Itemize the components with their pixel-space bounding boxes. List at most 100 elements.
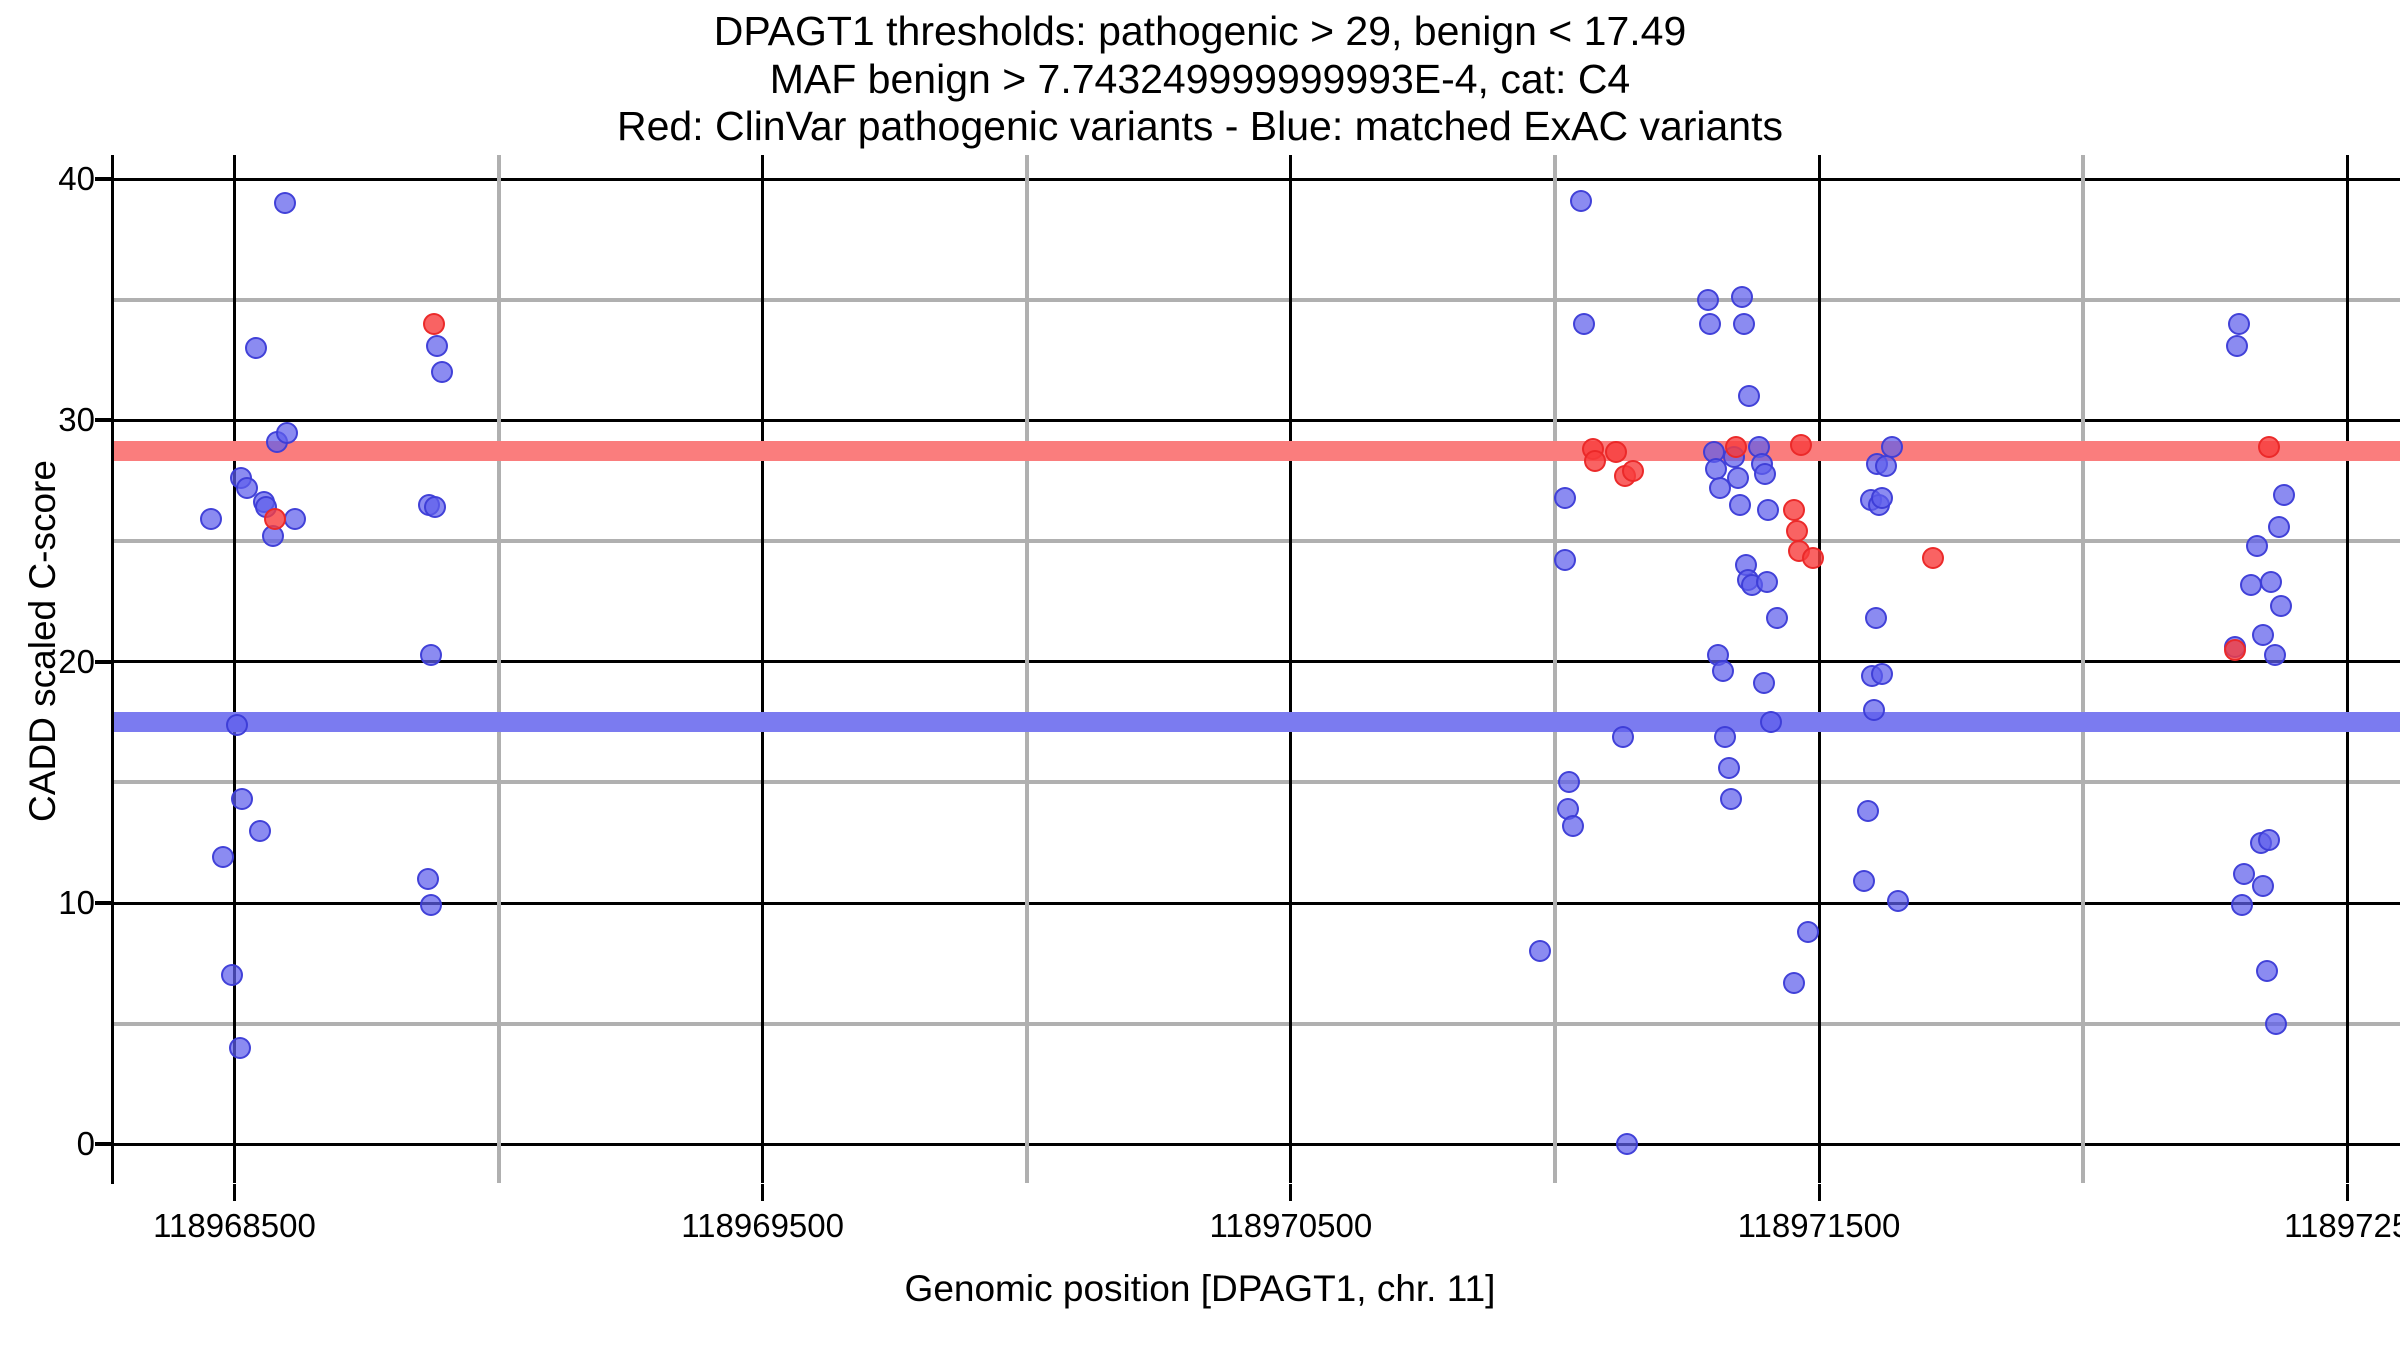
data-point-exac [1731,286,1754,309]
y-axis-tick-mark [95,659,113,664]
data-point-exac [1754,462,1777,485]
data-point-exac [1738,385,1761,408]
data-point-exac [2269,595,2292,618]
data-point-exac [236,477,259,499]
data-point-exac [1797,921,1820,944]
gridline-major-horizontal [113,1142,2400,1146]
data-point-pathogenic [1789,433,1812,456]
y-axis-tick-mark [95,177,113,182]
gridline-minor-vertical [2081,155,2086,1183]
y-axis-tick-mark [95,418,113,423]
data-point-exac [231,788,254,811]
data-point-exac [2230,894,2253,917]
chart-title: DPAGT1 thresholds: pathogenic > 29, beni… [0,8,2400,151]
data-point-exac [419,643,442,666]
x-axis-tick-label: 118970500 [1209,1207,1373,1244]
y-axis-tick-label: 20 [58,642,95,680]
x-axis-tick-label: 118971500 [1737,1207,1901,1244]
x-axis-label: Genomic position [DPAGT1, chr. 11] [904,1268,1496,1309]
data-point-exac [1727,467,1750,490]
data-point-exac [1713,725,1736,748]
gridline-major-vertical [1817,155,1821,1183]
data-point-exac [430,361,453,384]
data-point-exac [2267,515,2290,538]
data-point-exac [419,894,442,917]
data-point-exac [2255,959,2278,982]
gridline-major-vertical [232,155,236,1183]
data-point-exac [276,421,299,444]
x-axis-tick-mark [232,1184,236,1201]
data-point-exac [220,964,243,987]
data-point-exac [1711,660,1734,683]
data-point-exac [2226,334,2249,357]
data-point-exac [424,496,447,519]
data-point-exac [1753,672,1776,695]
data-point-exac [2258,829,2280,852]
data-point-exac [1874,455,1897,478]
data-point-pathogenic [1584,450,1607,473]
data-point-exac [1760,711,1783,734]
data-point-exac [2260,571,2283,594]
plot-clip [113,155,2400,1183]
gridline-minor-horizontal [113,1021,2400,1026]
data-point-exac [1615,1133,1638,1156]
data-point-exac [1733,312,1755,335]
data-point-pathogenic [1621,460,1644,483]
data-point-exac [1570,189,1593,212]
data-point-exac [1720,788,1743,811]
x-axis-tick-mark [2345,1184,2349,1201]
y-axis-tick-label: 10 [58,884,95,922]
gridline-major-vertical [761,155,765,1183]
data-point-exac [228,1036,251,1059]
pathogenic-threshold-band [113,440,2400,461]
data-point-exac [416,867,439,890]
gridline-minor-vertical [1024,155,1029,1183]
data-point-exac [2232,863,2255,886]
y-axis-tick-mark [95,901,113,906]
x-axis-tick-label: 1189725 [2284,1207,2400,1244]
gridline-major-horizontal [113,177,2400,181]
y-axis-tick-label: 40 [58,160,95,198]
y-axis-tick-label: 0 [76,1125,95,1163]
x-axis-tick-mark [1289,1184,1293,1201]
y-axis-spine [111,155,114,1184]
benign-threshold-band [113,712,2400,733]
data-point-exac [1558,771,1581,794]
data-point-exac [1708,477,1731,499]
data-point-exac [1757,498,1780,521]
gridline-minor-horizontal [113,539,2400,544]
x-axis-tick-label: 118969500 [681,1207,844,1244]
data-point-pathogenic [1922,546,1945,569]
data-point-exac [283,508,306,531]
data-point-exac [249,819,272,842]
y-axis-label: CADD scaled C-score [22,460,63,822]
data-point-exac [226,713,249,736]
title-line-2: MAF benign > 7.743249999999993E-4, cat: … [769,55,1631,102]
data-point-exac [244,337,267,360]
gridline-minor-vertical [496,155,501,1183]
data-point-exac [1611,725,1634,748]
title-line-3: Red: ClinVar pathogenic variants - Blue:… [616,103,1784,150]
data-point-exac [1863,699,1886,722]
data-point-pathogenic [2224,638,2247,661]
data-point-pathogenic [2258,435,2280,458]
data-point-exac [274,192,297,215]
data-point-exac [2265,1012,2288,1035]
data-point-exac [1880,435,1903,458]
gridline-major-vertical [2345,155,2349,1183]
data-point-exac [2272,484,2295,507]
gridline-major-horizontal [113,418,2400,422]
data-point-pathogenic [1782,498,1805,521]
plot-area [113,155,2400,1183]
data-point-exac [1697,288,1720,311]
data-point-exac [1755,571,1778,594]
data-point-exac [1554,486,1577,509]
data-point-exac [1562,814,1585,837]
data-point-exac [1887,889,1910,912]
x-axis-tick-mark [1817,1184,1821,1201]
data-point-exac [2264,643,2287,666]
data-point-exac [1856,800,1879,823]
data-point-exac [1729,493,1752,516]
data-point-pathogenic [1801,546,1824,569]
